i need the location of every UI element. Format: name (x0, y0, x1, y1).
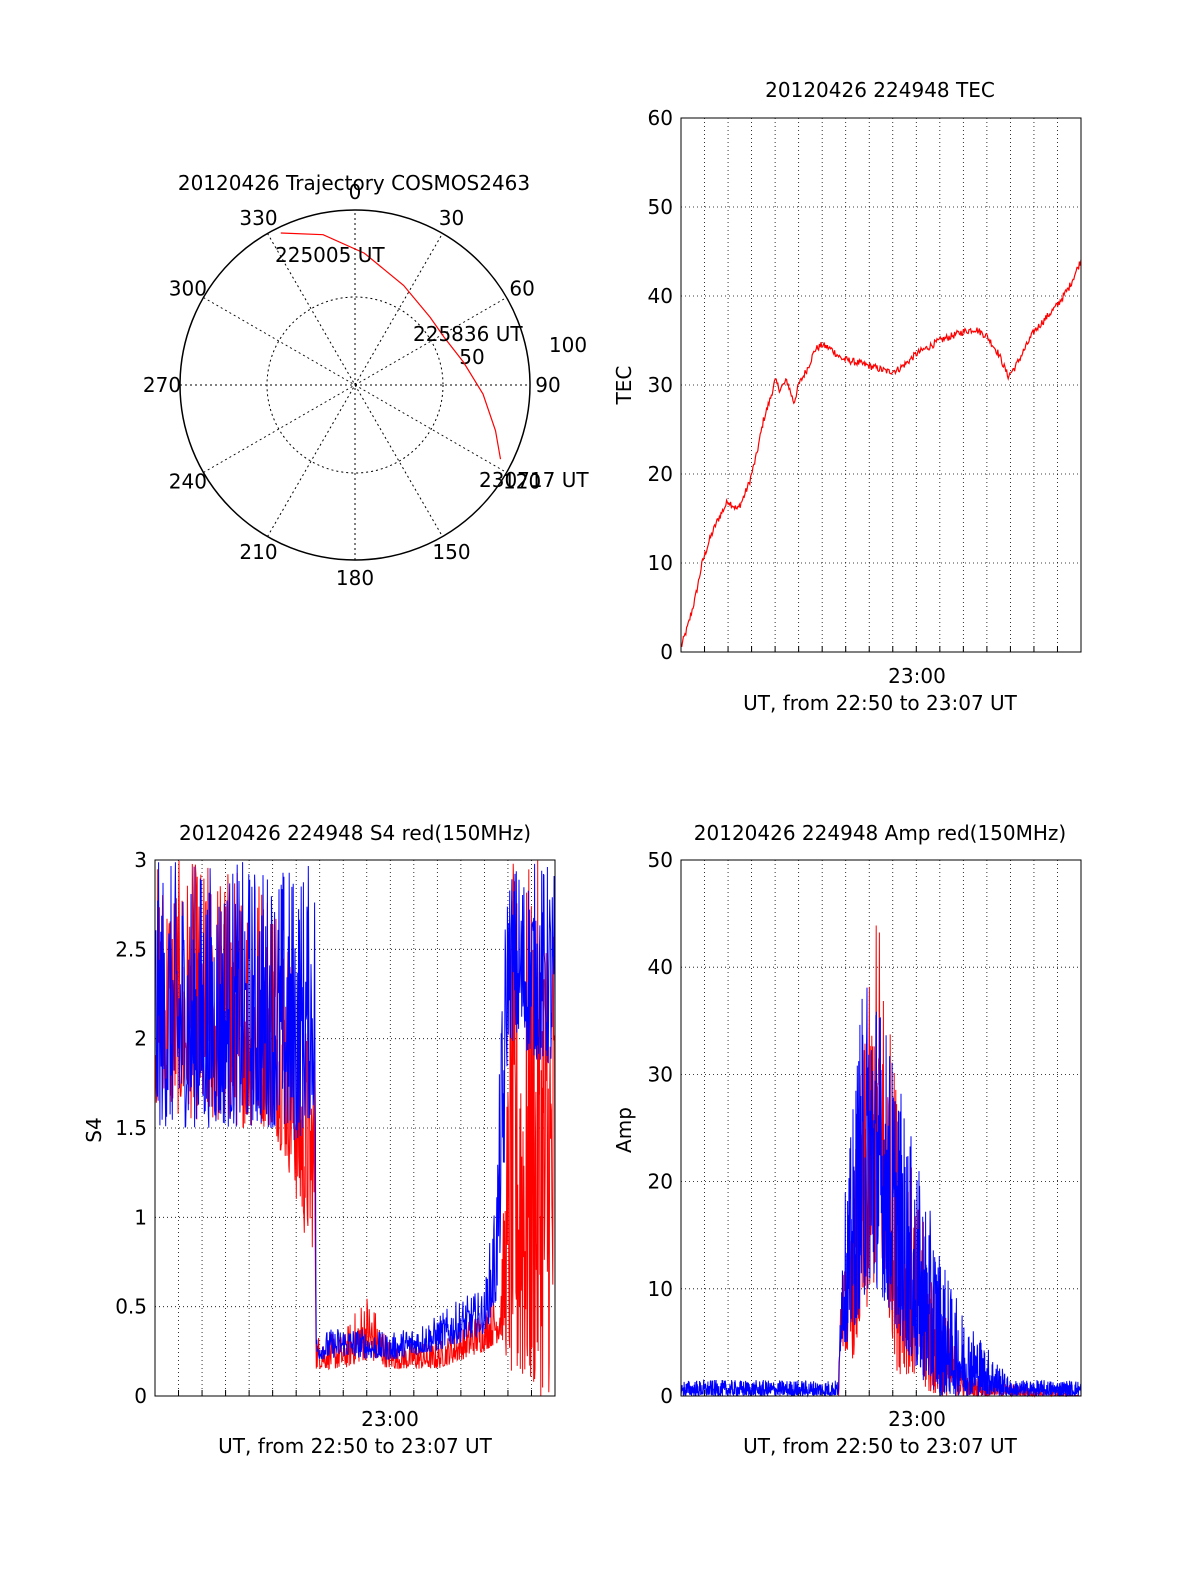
amp-y-axis-label: Amp (612, 1107, 636, 1153)
polar-trajectory-line (280, 232, 502, 460)
amp-ytick-label-0: 0 (660, 1384, 673, 1408)
s4-blue-series (154, 862, 556, 1360)
polar-spokes (180, 210, 530, 560)
amp-blue-series (680, 987, 1082, 1398)
amp-x-tick-label: 23:00 (888, 1407, 946, 1431)
s4-ytick-label-3: 3 (134, 848, 147, 872)
polar-panel: 20120426 Trajectory COSMOS2463 0 30 60 90 12… (143, 171, 589, 590)
polar-azimuth-label-30: 30 (439, 206, 464, 230)
amp-y-tick-labels: 0 10 20 30 40 50 (648, 848, 673, 1408)
tec-series-line (681, 259, 1082, 647)
polar-azimuth-labels: 0 30 60 90 120 150 180 210 240 270 300 330 (143, 180, 561, 590)
s4-ytick-label-0.5: 0.5 (115, 1295, 147, 1319)
s4-plot-frame (154, 859, 556, 1397)
s4-title: 20120426 224948 S4 red(150MHz) (179, 821, 531, 845)
tec-ytick-label-30: 30 (648, 373, 673, 397)
polar-annotation-mid: 225836 UT (413, 322, 523, 346)
s4-ytick-label-2.5: 2.5 (115, 937, 147, 961)
s4-y-axis-label: S4 (82, 1117, 106, 1142)
amp-grid (681, 860, 1081, 1396)
polar-azimuth-label-180: 180 (336, 566, 374, 590)
tec-ytick-label-0: 0 (660, 640, 673, 664)
polar-azimuth-label-60: 60 (509, 277, 534, 301)
amp-panel: 20120426 224948 Amp red(150MHz) 0 10 20 30 4… (612, 821, 1082, 1458)
polar-azimuth-label-270: 270 (143, 373, 181, 397)
tec-ytick-label-10: 10 (648, 551, 673, 575)
polar-azimuth-label-150: 150 (432, 540, 470, 564)
tec-ytick-label-20: 20 (648, 462, 673, 486)
tec-ytick-label-50: 50 (648, 195, 673, 219)
s4-ytick-label-1: 1 (134, 1205, 147, 1229)
polar-azimuth-label-210: 210 (239, 540, 277, 564)
tec-ytick-label-40: 40 (648, 284, 673, 308)
s4-ytick-label-2: 2 (134, 1027, 147, 1051)
amp-ytick-label-20: 20 (648, 1170, 673, 1194)
tec-grid (681, 118, 1081, 652)
tec-x-tick-label: 23:00 (888, 664, 946, 688)
tec-y-axis-label: TEC (612, 366, 636, 406)
s4-ytick-label-1.5: 1.5 (115, 1116, 147, 1140)
polar-azimuth-label-120: 120 (503, 470, 541, 494)
polar-title: 20120426 Trajectory COSMOS2463 (178, 171, 530, 195)
tec-x-axis-label: UT, from 22:50 to 23:07 UT (743, 691, 1018, 715)
polar-elevation-label-100: 100 (549, 333, 587, 357)
s4-ytick-label-0: 0 (134, 1384, 147, 1408)
amp-ytick-label-50: 50 (648, 848, 673, 872)
tec-ytick-label-60: 60 (648, 106, 673, 130)
tec-title: 20120426 224948 TEC (765, 78, 995, 102)
amp-plot-frame (680, 859, 1082, 1397)
polar-azimuth-label-240: 240 (169, 470, 207, 494)
amp-title: 20120426 224948 Amp red(150MHz) (694, 821, 1066, 845)
polar-elevation-label-50: 50 (459, 345, 484, 369)
polar-annotation-end: 230717 UT (479, 468, 589, 492)
polar-azimuth-label-300: 300 (169, 277, 207, 301)
polar-azimuth-label-330: 330 (239, 206, 277, 230)
s4-panel: 20120426 224948 S4 red(150MHz) 0 0.5 1 1.5 2… (82, 821, 556, 1458)
amp-ytick-label-10: 10 (648, 1277, 673, 1301)
tec-plot-frame (680, 117, 1082, 653)
amp-ytick-label-40: 40 (648, 955, 673, 979)
s4-x-axis-label: UT, from 22:50 to 23:07 UT (218, 1434, 493, 1458)
amp-x-axis-label: UT, from 22:50 to 23:07 UT (743, 1434, 1018, 1458)
s4-y-tick-labels: 0 0.5 1 1.5 2 2.5 3 (115, 848, 147, 1408)
polar-spoke-150 (267, 233, 443, 537)
polar-azimuth-label-90: 90 (535, 373, 560, 397)
polar-azimuth-label-0: 0 (349, 180, 362, 204)
amp-ytick-label-30: 30 (648, 1062, 673, 1086)
polar-annotation-start: 225005 UT (275, 243, 385, 267)
s4-x-tick-label: 23:00 (361, 1407, 419, 1431)
tec-y-tick-labels: 0 10 20 30 40 50 60 (648, 106, 673, 664)
